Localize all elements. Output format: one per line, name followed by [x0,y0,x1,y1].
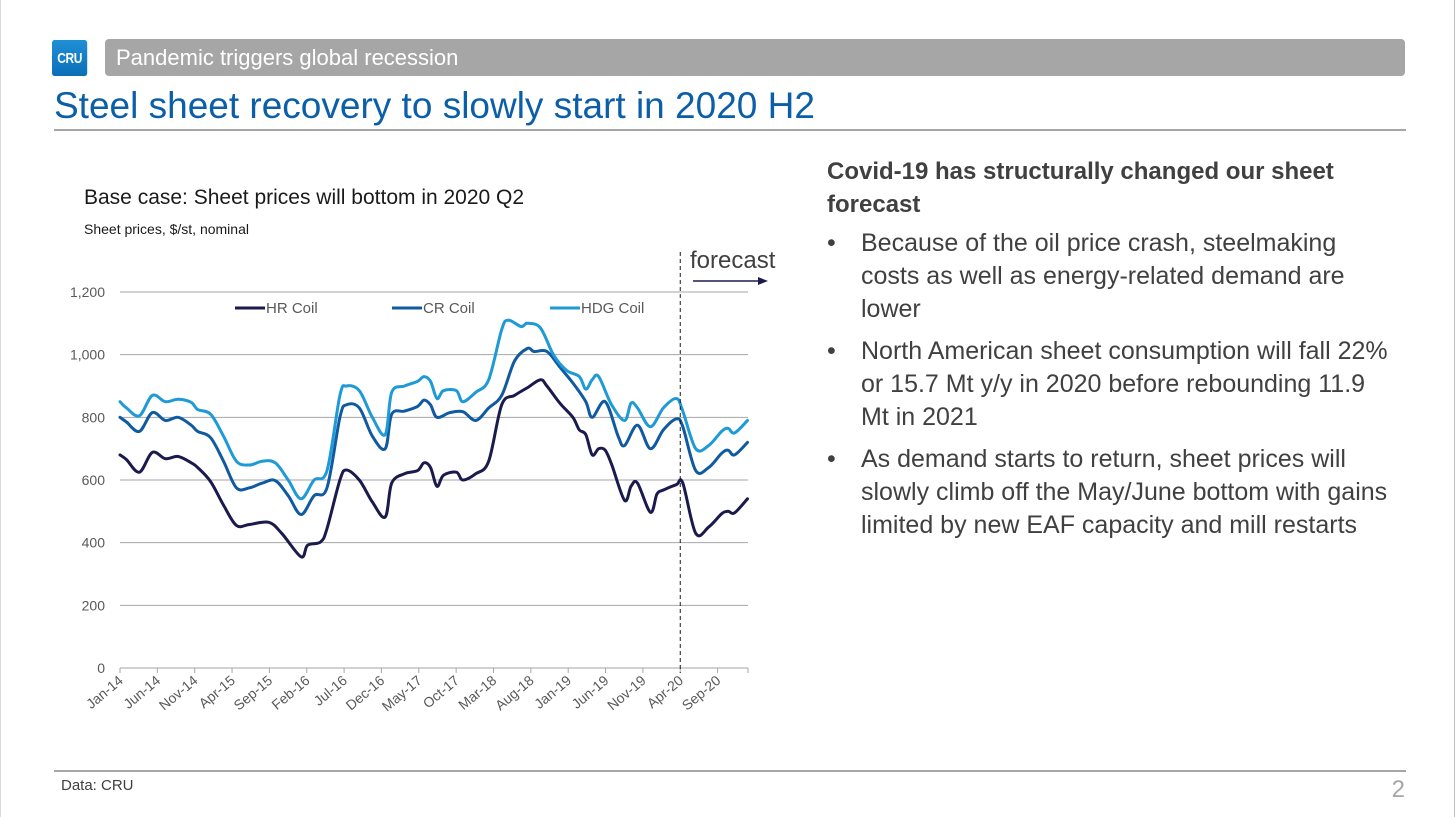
y-tick-label: 400 [82,535,106,551]
page-number: 2 [1391,776,1405,803]
bullet-item: • Because of the oil price crash, steelma… [827,227,1397,326]
cr-coil-line [118,346,749,516]
x-tick-label: Jun-14 [120,672,163,712]
series-lines [118,318,749,559]
cru-logo: CRU [52,40,88,76]
hr-coil-line [118,378,749,559]
bullet-item: • As demand starts to return, sheet price… [827,443,1397,542]
legend-label: CR Coil [423,300,475,317]
bullet-text: As demand starts to return, sheet prices… [861,445,1388,539]
x-tick-label: Mar-18 [455,672,499,713]
y-axis-labels: 0 200 400 600 800 1,000 1,200 [70,284,105,676]
legend-label: HDG Coil [581,300,644,317]
x-tick-label: Sep-20 [679,672,724,713]
bullet-list: • Because of the oil price crash, steelma… [827,227,1397,542]
x-tick-label: Nov-19 [604,672,649,713]
x-tick-label: Oct-17 [420,672,463,711]
y-tick-label: 1,200 [70,284,105,300]
y-tick-label: 1,000 [70,347,105,363]
chart-subtitle: Sheet prices, $/st, nominal [84,221,249,237]
y-tick-label: 600 [82,472,106,488]
x-tick-label: Jun-19 [568,672,611,712]
footer-divider [54,770,1406,772]
y-tick-label: 200 [82,597,106,613]
bullet-item: • North American sheet consumption will f… [827,335,1397,434]
x-tick-label: Nov-14 [156,672,201,713]
x-tick-label: Dec-16 [343,672,388,713]
x-tick-label: Jan-19 [531,672,574,712]
x-axis: Jan-14Jun-14Nov-14Apr-15Sep-15Feb-16Jul-… [83,667,749,714]
x-tick-label: Feb-16 [268,672,312,713]
x-tick-label: Aug-18 [492,672,537,713]
section-banner: Pandemic triggers global recession [105,39,1405,76]
forecast-arrow-icon [758,277,768,285]
source-note: Data: CRU [61,777,134,794]
x-tick-label: Apr-20 [644,672,687,711]
x-tick-label: Sep-15 [230,672,275,713]
slide-left-border [0,0,1,817]
bullet-text: North American sheet consumption will fa… [861,337,1388,431]
x-tick-label: Apr-15 [195,672,238,711]
bullet-icon: • [827,445,836,473]
forecast-label: forecast [690,247,776,274]
forecast-annotation: forecast [679,247,776,673]
y-tick-label: 0 [97,660,105,676]
bullet-text: Because of the oil price crash, steelmak… [861,229,1345,323]
x-tick-label: Jan-14 [83,672,126,712]
legend: HR Coil CR Coil HDG Coil [235,300,644,317]
hdg-coil-line [118,318,749,501]
panel-heading: Covid-19 has structurally changed our sh… [827,158,1334,218]
slide-title: Steel sheet recovery to slowly start in … [54,85,815,126]
bullet-icon: • [827,337,836,365]
legend-label: HR Coil [266,300,318,317]
title-divider [54,129,1406,131]
bullet-icon: • [827,229,836,257]
commentary-panel: Covid-19 has structurally changed our sh… [827,155,1397,551]
chart-title: Base case: Sheet prices will bottom in 2… [84,186,525,209]
x-tick-label: May-17 [379,672,425,714]
y-tick-label: 800 [82,409,106,425]
